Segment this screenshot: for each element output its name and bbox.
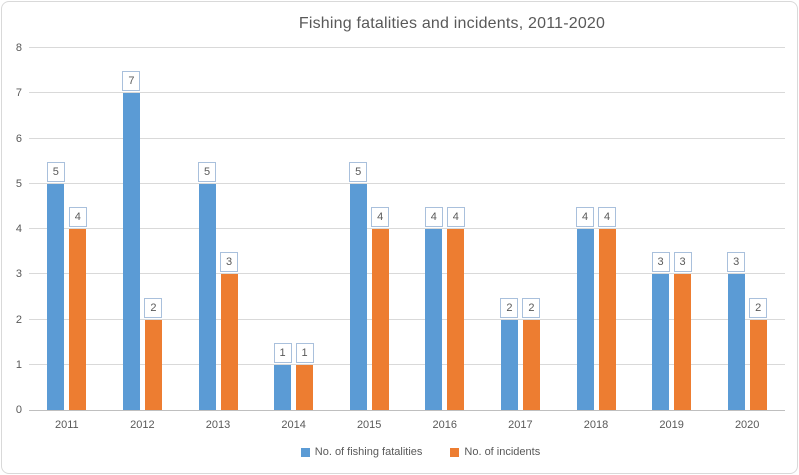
gridline-y4 xyxy=(29,228,785,229)
gridline-y6 xyxy=(29,137,785,139)
bar-fatalities-2016 xyxy=(425,229,443,410)
data-label-incidents-2016: 4 xyxy=(446,207,465,227)
x-tick-label-2015: 2015 xyxy=(356,419,382,431)
y-tick-label-0: 0 xyxy=(15,404,22,416)
bar-fatalities-2018 xyxy=(576,229,594,410)
data-label-fatalities-2016: 4 xyxy=(424,207,443,227)
x-tick-label-2014: 2014 xyxy=(281,419,306,431)
bar-fatalities-2012 xyxy=(122,93,140,410)
bar-incidents-2014 xyxy=(296,364,314,410)
bar-incidents-2015 xyxy=(371,229,389,410)
bar-incidents-2018 xyxy=(598,229,616,410)
legend-label-incidents: No. of incidents xyxy=(464,446,541,458)
gridline-y3 xyxy=(29,273,785,275)
legend-label-fatalities: No. of fishing fatalities xyxy=(314,446,423,458)
bar-fatalities-2011 xyxy=(47,183,65,410)
data-label-fatalities-2019: 3 xyxy=(651,252,670,273)
y-tick-label-4: 4 xyxy=(15,223,22,235)
data-label-fatalities-2012: 7 xyxy=(122,71,141,92)
bar-incidents-2020 xyxy=(749,319,767,410)
x-tick-label-2019: 2019 xyxy=(659,419,684,431)
data-label-incidents-2011: 4 xyxy=(68,207,87,227)
y-tick-label-3: 3 xyxy=(15,268,22,281)
legend-swatch-fatalities-icon xyxy=(300,447,310,457)
bar-incidents-2013 xyxy=(220,274,238,410)
legend-swatch-incidents-icon xyxy=(450,447,460,457)
y-tick-label-1: 1 xyxy=(15,358,22,371)
data-label-fatalities-2017: 2 xyxy=(500,297,519,318)
data-label-fatalities-2011: 5 xyxy=(46,161,65,182)
data-label-fatalities-2013: 5 xyxy=(198,161,216,182)
bar-fatalities-2015 xyxy=(349,183,367,410)
y-tick-label-2: 2 xyxy=(15,313,22,326)
y-tick-label-6: 6 xyxy=(15,132,22,145)
x-tick-label-2016: 2016 xyxy=(432,419,458,431)
gridline-y7 xyxy=(29,92,785,94)
data-label-fatalities-2015: 5 xyxy=(349,161,368,182)
data-label-fatalities-2014: 1 xyxy=(273,342,292,363)
data-label-incidents-2015: 4 xyxy=(371,207,390,227)
data-label-incidents-2014: 1 xyxy=(295,342,314,363)
x-tick-label-2013: 2013 xyxy=(205,419,231,431)
bar-incidents-2011 xyxy=(69,229,87,410)
bar-fatalities-2017 xyxy=(500,319,518,410)
legend: No. of fishing fatalities No. of inciden… xyxy=(2,446,797,458)
bar-incidents-2019 xyxy=(674,274,692,410)
data-label-incidents-2013: 3 xyxy=(220,252,238,273)
x-tick-label-2011: 2011 xyxy=(54,419,79,431)
bar-incidents-2016 xyxy=(447,229,465,410)
data-label-incidents-2019: 3 xyxy=(673,252,692,273)
bar-fatalities-2019 xyxy=(652,274,670,410)
y-tick-label-8: 8 xyxy=(15,42,22,54)
data-label-fatalities-2018: 4 xyxy=(576,207,594,227)
y-tick-label-7: 7 xyxy=(15,87,22,100)
gridline-y5 xyxy=(29,182,785,184)
x-tick-label-2018: 2018 xyxy=(583,419,609,431)
data-label-incidents-2020: 2 xyxy=(749,297,768,318)
data-label-incidents-2018: 4 xyxy=(598,207,616,227)
bar-incidents-2017 xyxy=(522,319,540,410)
gridline-y2 xyxy=(29,318,785,320)
gridline-y1 xyxy=(29,363,785,365)
bar-incidents-2012 xyxy=(144,319,162,410)
bar-fatalities-2014 xyxy=(274,364,292,410)
legend-item-fatalities: No. of fishing fatalities xyxy=(300,446,423,458)
bar-fatalities-2013 xyxy=(198,183,216,410)
x-tick-label-2017: 2017 xyxy=(508,419,533,431)
gridline-y8 xyxy=(29,47,785,48)
chart-title: Fishing fatalities and incidents, 2011-2… xyxy=(298,15,606,32)
x-tick-label-2012: 2012 xyxy=(130,419,155,431)
data-label-incidents-2012: 2 xyxy=(144,297,163,318)
x-tick-label-2020: 2020 xyxy=(734,419,760,431)
bar-fatalities-2020 xyxy=(727,274,745,410)
x-axis-line xyxy=(29,410,785,411)
y-tick-label-5: 5 xyxy=(15,177,22,190)
data-label-incidents-2017: 2 xyxy=(522,297,541,318)
data-label-fatalities-2020: 3 xyxy=(727,252,746,273)
legend-item-incidents: No. of incidents xyxy=(450,446,540,458)
